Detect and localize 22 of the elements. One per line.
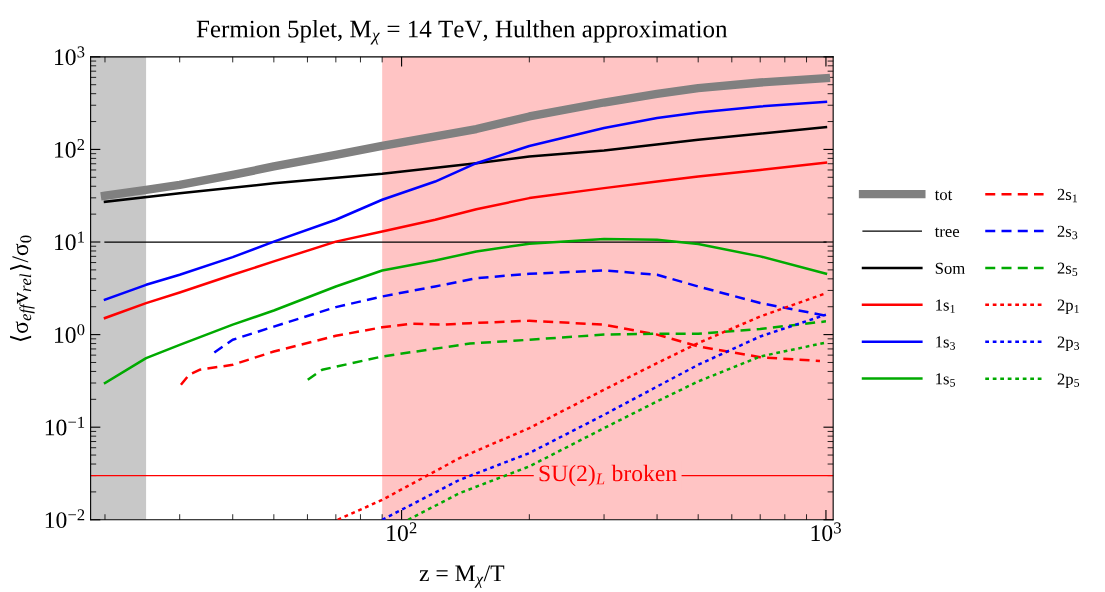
y-axis-title: ⟨σ$_{eff}$v$_{rel}$⟩/σ$_{0}$ (10, 235, 35, 342)
legend-label: 2p$_{1}$ (1057, 299, 1079, 315)
x-axis-title: z = M$_{χ}$/T (419, 565, 505, 588)
legend-label: 2s$_{3}$ (1057, 225, 1078, 240)
legend-label: 1s$_{1}$ (936, 299, 955, 313)
legend-label: 1s$_{5}$ (936, 373, 956, 387)
legend-label: tot (934, 190, 953, 201)
ref-line-label: SU(2)$_{L}$ broken (539, 464, 677, 487)
legend-label: 2s$_{1}$ (1057, 188, 1078, 203)
legend-label: 2p$_{5}$ (1057, 373, 1080, 389)
y-tick-label: 10$^{1}$ (55, 231, 84, 251)
legend-label: 2p$_{3}$ (1057, 336, 1080, 352)
legend-label: Som (935, 262, 965, 274)
chart-title: Fermion 5plet, M$_{χ}$ = 14 TeV, Hulthen approximation (196, 19, 728, 45)
y-tick-label: 10$^{0}$ (55, 324, 85, 343)
y-tick-label: 10$^{−2}$ (45, 509, 85, 529)
legend-label: tree (934, 227, 960, 238)
y-tick-label: 10$^{2}$ (55, 138, 85, 158)
legend-label: 1s$_{3}$ (936, 336, 956, 350)
y-tick-label: 10$^{3}$ (55, 46, 85, 66)
y-tick-label: 10$^{−1}$ (45, 416, 85, 436)
legend-label: 2s$_{5}$ (1057, 262, 1078, 277)
